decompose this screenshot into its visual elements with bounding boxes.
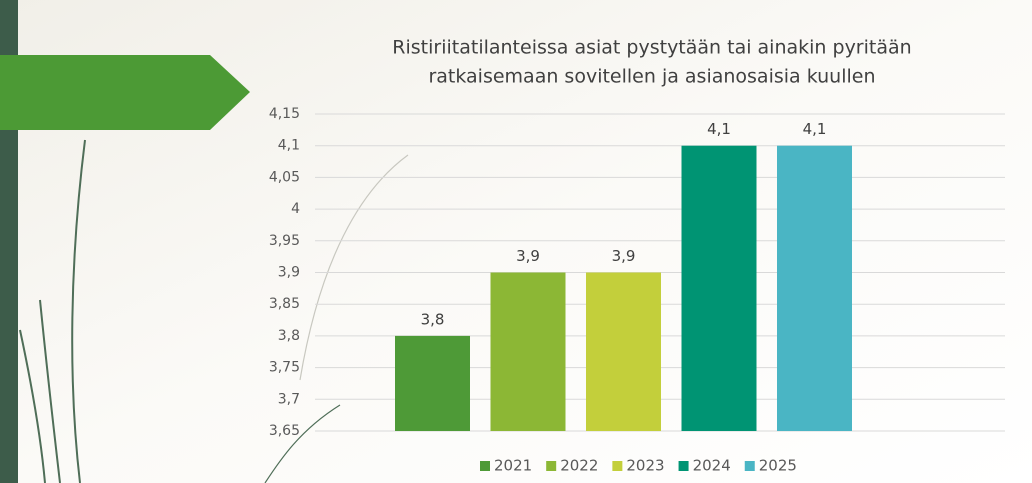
legend-swatch <box>612 461 623 471</box>
value-label: 3,9 <box>612 247 636 265</box>
y-tick-label: 4,1 <box>278 138 300 154</box>
y-tick-label: 3,7 <box>278 391 300 407</box>
value-label: 3,8 <box>421 310 445 328</box>
bar <box>681 145 757 431</box>
bar <box>490 272 566 431</box>
bar <box>777 145 852 431</box>
value-label: 3,9 <box>516 247 540 265</box>
y-tick-label: 4,15 <box>269 106 300 122</box>
legend-label: 2022 <box>560 457 598 475</box>
chart-title: Ristiriitatilanteissa asiat pystytään ta… <box>392 37 911 88</box>
decoration <box>19 139 409 483</box>
y-tick-label: 3,85 <box>269 296 300 312</box>
value-label: 4,1 <box>803 120 827 138</box>
legend-swatch <box>744 461 755 471</box>
title-line: Ristiriitatilanteissa asiat pystytään ta… <box>392 37 911 59</box>
legend-swatch <box>480 461 490 471</box>
value-label: 4,1 <box>707 120 731 138</box>
y-tick-label: 3,65 <box>269 423 300 439</box>
y-tick-label: 3,8 <box>278 328 300 344</box>
legend-label: 2023 <box>626 457 664 475</box>
y-tick-label: 4,05 <box>269 169 300 185</box>
legend-label: 2025 <box>759 457 797 475</box>
accent-arrow <box>0 55 250 130</box>
y-tick-label: 3,9 <box>278 265 300 281</box>
y-tick-label: 3,95 <box>269 233 300 249</box>
y-tick-label: 4 <box>291 201 300 217</box>
legend-swatch <box>678 461 689 471</box>
y-tick-label: 3,75 <box>269 360 300 376</box>
legend-swatch <box>546 461 557 471</box>
title-line: ratkaisemaan sovitellen ja asianosaisia … <box>428 66 875 88</box>
legend-label: 2021 <box>494 457 532 475</box>
bar <box>395 335 470 431</box>
legend-label: 2024 <box>693 457 731 475</box>
bar <box>586 272 661 431</box>
